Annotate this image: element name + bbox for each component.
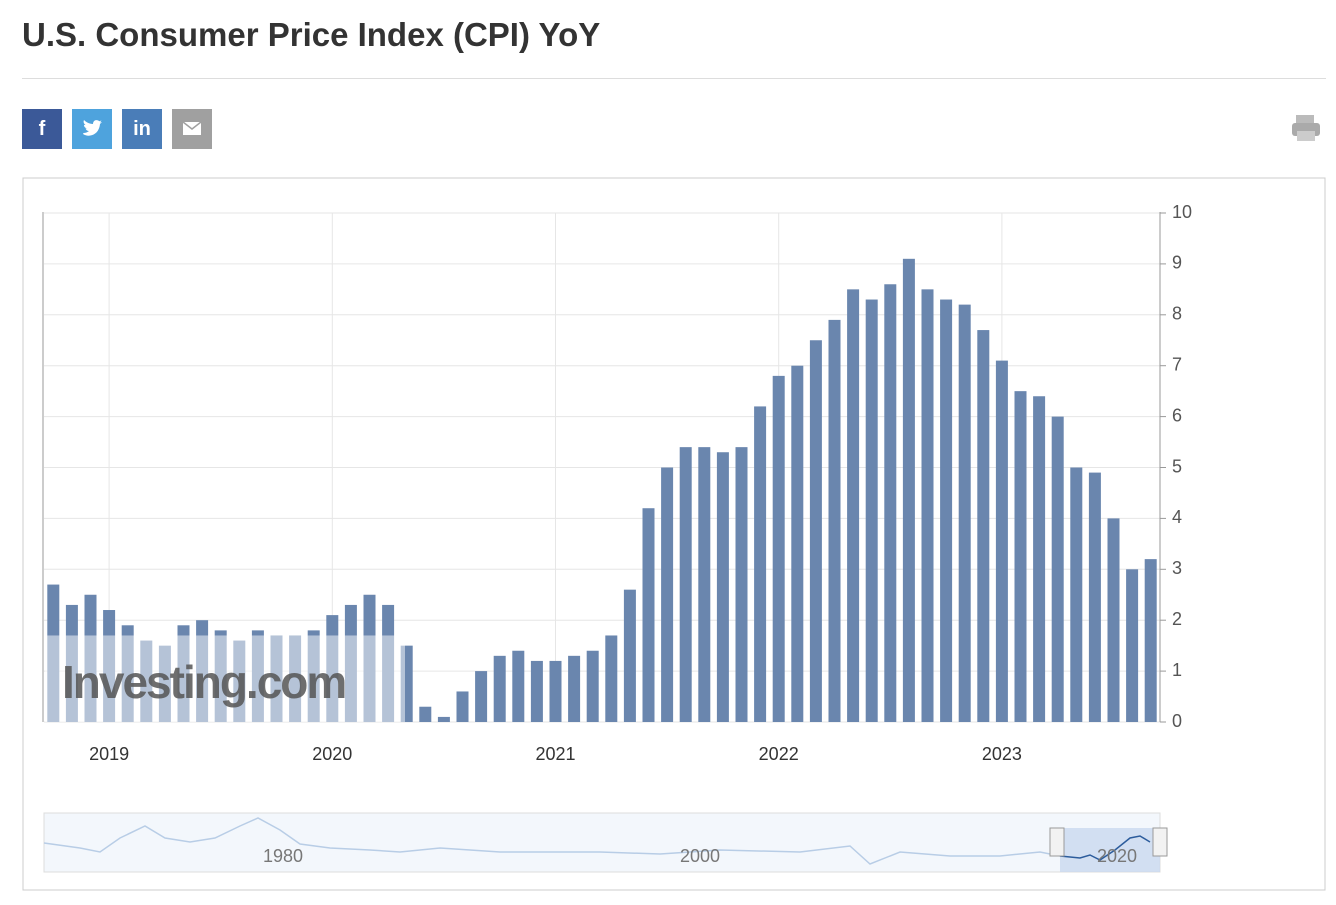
x-tick-label: 2021 [535, 744, 575, 764]
twitter-button[interactable] [72, 109, 112, 149]
bar [847, 289, 860, 722]
bar [1126, 569, 1139, 722]
chart-frame [22, 177, 1326, 891]
x-tick-label: 2023 [982, 744, 1022, 764]
bar [419, 706, 432, 722]
divider [22, 78, 1326, 79]
x-tick-label: 2019 [89, 744, 129, 764]
print-icon[interactable] [1290, 113, 1322, 145]
navigator-label: 1980 [263, 846, 303, 866]
y-tick-label: 2 [1172, 609, 1182, 629]
y-tick-label: 4 [1172, 507, 1182, 527]
linkedin-button[interactable]: in [122, 109, 162, 149]
bar [661, 467, 674, 722]
page-title: U.S. Consumer Price Index (CPI) YoY [22, 16, 601, 53]
bar [1051, 416, 1064, 722]
bar [642, 508, 655, 722]
bar [530, 660, 543, 722]
bar [679, 447, 692, 722]
bar [940, 299, 953, 722]
twitter-icon [83, 120, 102, 136]
bar [456, 691, 469, 722]
bar [605, 635, 618, 722]
bar [1014, 391, 1027, 722]
navigator-handle[interactable] [1049, 827, 1065, 857]
x-tick-label: 2020 [312, 744, 352, 764]
bar [884, 284, 897, 722]
bar [772, 375, 785, 722]
y-tick-label: 7 [1172, 354, 1182, 374]
y-tick-label: 6 [1172, 405, 1182, 425]
bar [698, 447, 711, 722]
y-tick-label: 5 [1172, 456, 1182, 476]
bar [995, 360, 1008, 722]
bar [1033, 396, 1046, 722]
bar [735, 447, 748, 722]
bar [921, 289, 934, 722]
bar [623, 589, 636, 722]
navigator-selected-line [1059, 835, 1151, 861]
y-tick-label: 0 [1172, 711, 1182, 731]
navigator-line [43, 817, 1061, 865]
bar [958, 304, 971, 722]
navigator-label: 2000 [680, 846, 720, 866]
bar [1088, 472, 1101, 722]
email-button[interactable] [172, 109, 212, 149]
bar [902, 258, 915, 722]
bar [549, 660, 562, 722]
navigator-label: 2020 [1097, 846, 1137, 866]
navigator-window[interactable] [1060, 828, 1160, 872]
bar [977, 330, 990, 722]
bar [865, 299, 878, 722]
bar [791, 365, 804, 722]
bar [1107, 518, 1120, 722]
bar [1070, 467, 1083, 722]
bar [716, 452, 729, 722]
email-icon [182, 121, 202, 135]
bar [1144, 559, 1157, 722]
navigator-handle[interactable] [1152, 827, 1168, 857]
navigator [43, 812, 1161, 873]
y-tick-label: 1 [1172, 660, 1182, 680]
bar [512, 650, 525, 722]
bar [568, 655, 581, 722]
y-tick-label: 3 [1172, 558, 1182, 578]
x-tick-label: 2022 [759, 744, 799, 764]
watermark: Investing.com [62, 656, 345, 708]
bar [493, 655, 506, 722]
watermark-veil [45, 635, 405, 722]
bar [809, 340, 822, 722]
y-tick-label: 10 [1172, 202, 1192, 222]
bar [586, 650, 599, 722]
y-tick-label: 8 [1172, 304, 1182, 324]
bar [475, 671, 488, 722]
bar [754, 406, 767, 722]
y-tick-label: 9 [1172, 253, 1182, 273]
bar [437, 716, 450, 722]
bar [828, 319, 841, 722]
facebook-button[interactable]: f [22, 109, 62, 149]
